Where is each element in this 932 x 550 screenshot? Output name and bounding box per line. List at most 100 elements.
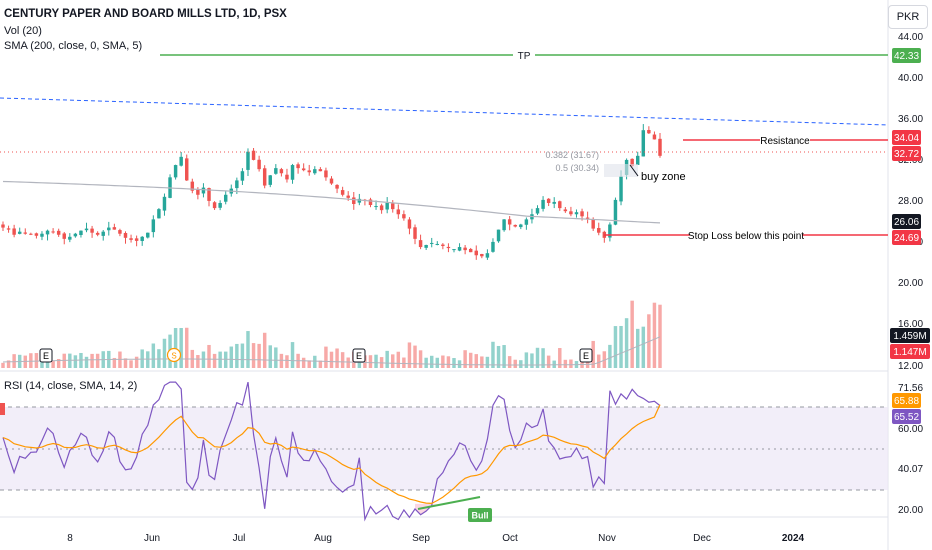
time-axis[interactable]: 8 Jun Jul Aug Sep Oct Nov Dec 2024 [67,533,804,544]
candle[interactable] [374,206,378,208]
candle[interactable] [212,202,217,209]
candle[interactable] [569,211,573,215]
candle[interactable] [324,170,328,178]
candle[interactable] [45,230,50,235]
currency-button[interactable]: PKR [888,5,928,29]
candle[interactable] [463,247,467,251]
earnings-marker-oct[interactable]: E [579,348,593,363]
candle[interactable] [201,187,206,194]
earnings-marker-aug[interactable]: E [352,348,366,363]
candle[interactable] [352,197,356,204]
candle[interactable] [123,232,128,238]
candle[interactable] [585,217,590,219]
candle[interactable] [513,224,517,227]
candle[interactable] [418,240,423,248]
candle[interactable] [496,229,501,242]
candle[interactable] [207,188,211,201]
candle[interactable] [429,242,434,244]
candle[interactable] [235,180,239,189]
candle[interactable] [474,250,478,256]
candle[interactable] [546,198,551,203]
candle[interactable] [240,171,245,181]
candle[interactable] [296,164,300,169]
candle[interactable] [507,219,512,225]
candle[interactable] [379,205,384,211]
candle[interactable] [79,230,83,235]
candle[interactable] [313,169,317,174]
candle[interactable] [34,233,39,236]
candle[interactable] [647,129,651,134]
descending-trendline[interactable] [0,97,889,126]
fib-zone[interactable] [604,164,638,177]
candle[interactable] [468,248,473,253]
candle[interactable] [40,233,44,237]
candle[interactable] [62,233,66,239]
candle[interactable] [591,219,595,229]
candle[interactable] [1,224,5,228]
candle[interactable] [262,168,267,186]
candle[interactable] [129,238,133,240]
candle[interactable] [134,238,139,241]
candle[interactable] [396,209,401,215]
rsi-axis[interactable]: 71.56 60.00 40.07 20.00 [898,383,923,516]
candle[interactable] [340,190,345,195]
candle[interactable] [391,203,395,210]
candle[interactable] [441,244,445,247]
candle[interactable] [385,202,389,210]
candle[interactable] [73,233,78,237]
price-axis[interactable]: 44.00 40.00 36.00 32.00 28.00 24.00 20.0… [898,32,923,372]
candle[interactable] [574,212,579,215]
candle[interactable] [56,230,61,235]
candle[interactable] [223,194,228,202]
sma-indicator-label[interactable]: SMA (200, close, 0, SMA, 5) [4,40,143,52]
candle[interactable] [452,249,456,251]
candle[interactable] [580,211,584,217]
candle[interactable] [329,178,334,184]
candle[interactable] [12,228,16,235]
candle[interactable] [112,227,117,230]
candle[interactable] [485,253,490,258]
candle[interactable] [307,170,311,173]
candle[interactable] [413,227,417,239]
candle[interactable] [162,196,167,211]
candle[interactable] [29,233,33,235]
candle[interactable] [636,155,640,165]
candle[interactable] [301,168,306,171]
candle[interactable] [51,231,55,233]
candle[interactable] [613,199,618,225]
candle[interactable] [335,184,339,189]
candle[interactable] [346,195,350,198]
candle[interactable] [118,230,122,234]
candle[interactable] [318,169,323,172]
candle[interactable] [246,151,250,170]
candle[interactable] [6,228,11,230]
candle[interactable] [641,130,646,157]
candle[interactable] [407,219,412,229]
candle[interactable] [151,219,156,233]
candle[interactable] [190,181,195,191]
candle[interactable] [90,228,94,233]
candle[interactable] [179,156,183,166]
candle[interactable] [95,232,100,235]
candle[interactable] [257,159,261,170]
candle[interactable] [457,247,462,251]
candle[interactable] [279,169,284,174]
candle[interactable] [84,228,89,231]
candle[interactable] [552,201,556,204]
candle[interactable] [502,219,506,231]
candle[interactable] [597,228,601,233]
earnings-marker-jun[interactable]: E [39,348,53,363]
candle[interactable] [290,165,295,180]
candle[interactable] [491,241,495,252]
volume-indicator-label[interactable]: Vol (20) [4,25,42,37]
candle[interactable] [23,232,27,234]
candle[interactable] [535,208,540,214]
candle[interactable] [357,198,362,203]
candle[interactable] [274,168,278,174]
candle[interactable] [268,175,272,185]
candle[interactable] [524,219,529,225]
candle[interactable] [140,236,144,241]
candle[interactable] [402,214,406,219]
candle[interactable] [68,236,72,240]
